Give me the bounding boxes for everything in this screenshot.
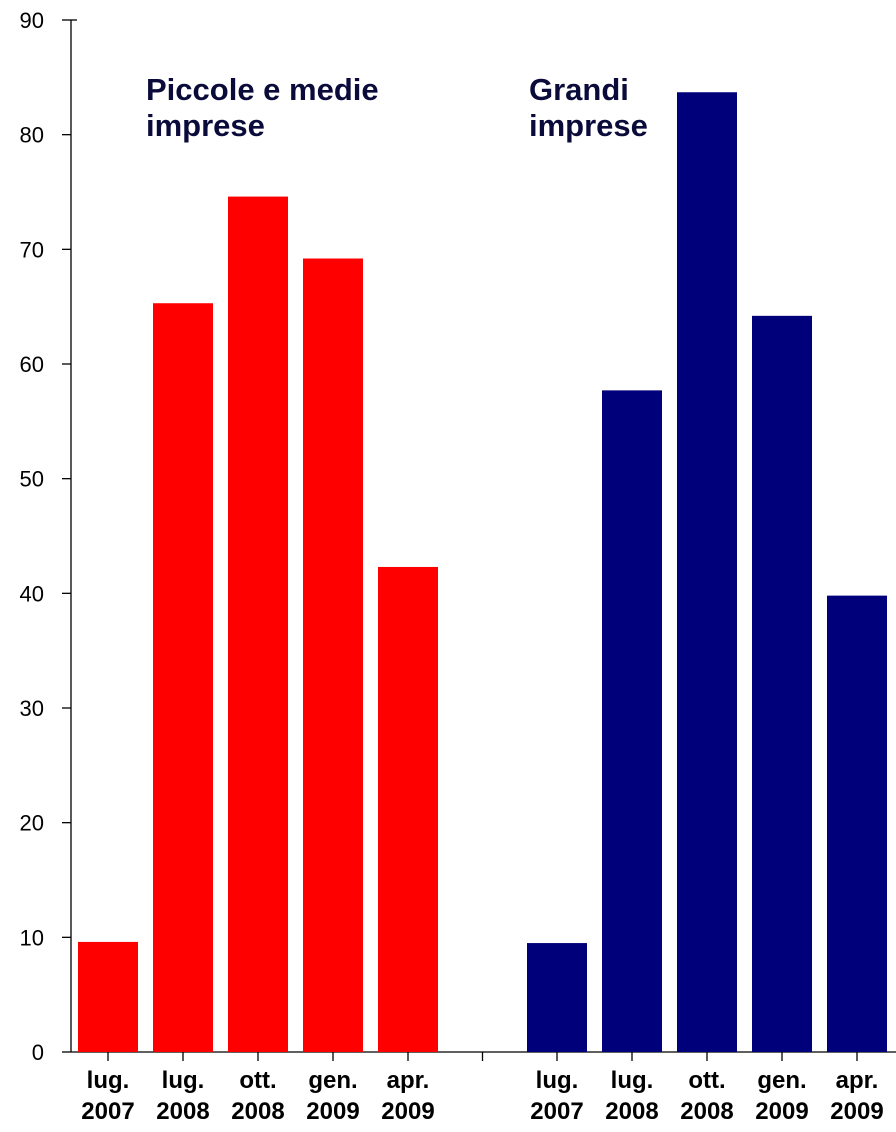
bar-1-4 <box>303 258 363 1052</box>
x-tick-label-month: lug. <box>87 1067 130 1094</box>
bars <box>78 92 887 1053</box>
group-label-line: imprese <box>146 108 265 143</box>
x-tick-label-month: lug. <box>536 1067 579 1094</box>
x-tick-label: gen. 2009 <box>755 1067 808 1125</box>
bar-2-4 <box>752 315 812 1053</box>
x-tick-label-month: apr. <box>836 1067 879 1094</box>
group-label-line: Grandi <box>529 72 629 107</box>
x-tick-label: lug. 2007 <box>81 1067 134 1125</box>
y-tick-label: 90 <box>20 8 44 33</box>
y-tick-label: 30 <box>20 696 44 721</box>
bar-2-2 <box>602 390 662 1053</box>
bar-2-1 <box>527 943 587 1052</box>
x-tick-label-month: ott. <box>688 1067 725 1094</box>
group-label-2: Grandi imprese <box>529 72 648 143</box>
x-tick-label: lug. 2007 <box>530 1067 583 1125</box>
y-tick-label: 20 <box>20 811 44 836</box>
x-tick-label-year: 2007 <box>530 1098 583 1125</box>
x-tick-label-year: 2007 <box>81 1098 134 1125</box>
bar-1-3 <box>228 196 288 1052</box>
x-tick-label-year: 2009 <box>381 1098 434 1125</box>
x-tick-label-year: 2008 <box>680 1098 733 1125</box>
x-tick-labels: lug. 2007 lug. 2008 ott. 2008 gen. 2009 apr. 2009… <box>81 1067 883 1125</box>
x-tick-label-month: ott. <box>239 1067 276 1094</box>
x-tick-label: apr. 2009 <box>381 1067 434 1125</box>
x-tick-label: gen. 2009 <box>306 1067 359 1125</box>
x-tick-label-month: lug. <box>162 1067 205 1094</box>
x-tick-label-month: apr. <box>387 1067 430 1094</box>
bar-2-3 <box>677 92 737 1053</box>
y-tick-label: 50 <box>20 467 44 492</box>
x-tick-label: ott. 2008 <box>231 1067 284 1125</box>
x-axis <box>71 1051 896 1061</box>
group-label-line: imprese <box>529 108 648 143</box>
group-label-1: Piccole e medie imprese <box>146 72 379 143</box>
bar-1-5 <box>378 566 438 1052</box>
x-tick-label-year: 2008 <box>231 1098 284 1125</box>
x-tick-label-year: 2009 <box>755 1098 808 1125</box>
x-tick-label-month: lug. <box>611 1067 654 1094</box>
y-tick-label: 60 <box>20 352 44 377</box>
bar-2-5 <box>827 595 887 1052</box>
x-tick-label-year: 2009 <box>306 1098 359 1125</box>
group-label-line: Piccole e medie <box>146 72 379 107</box>
x-tick-label-year: 2008 <box>605 1098 658 1125</box>
y-tick-label: 80 <box>20 123 44 148</box>
y-tick-label: 70 <box>20 237 44 262</box>
y-tick-label: 40 <box>20 581 44 606</box>
x-tick-label-year: 2009 <box>830 1098 883 1125</box>
bar-1-1 <box>78 941 138 1052</box>
x-tick-label-month: gen. <box>308 1067 357 1094</box>
x-tick-label: lug. 2008 <box>156 1067 209 1125</box>
x-tick-label: apr. 2009 <box>830 1067 883 1125</box>
y-axis: 0 10 20 30 40 50 60 70 80 90 <box>20 8 77 1065</box>
x-tick-label-month: gen. <box>757 1067 806 1094</box>
x-tick-label: lug. 2008 <box>605 1067 658 1125</box>
x-tick-label: ott. 2008 <box>680 1067 733 1125</box>
y-tick-label: 0 <box>32 1040 44 1065</box>
y-tick-label: 10 <box>20 925 44 950</box>
bar-1-2 <box>153 303 213 1052</box>
x-tick-label-year: 2008 <box>156 1098 209 1125</box>
